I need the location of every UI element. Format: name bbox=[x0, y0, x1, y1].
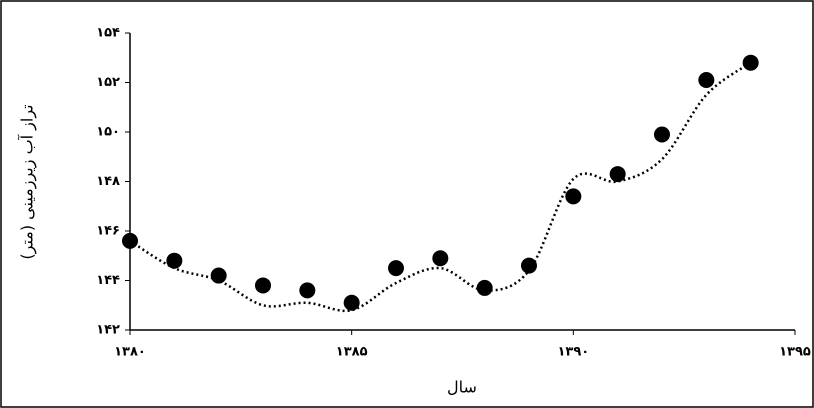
data-point bbox=[565, 188, 582, 205]
y-tick-label: ۱۵۲ bbox=[96, 75, 120, 90]
data-point bbox=[476, 279, 493, 296]
y-tick-label: ۱۴۶ bbox=[96, 224, 120, 239]
y-tick-label: ۱۴۲ bbox=[96, 323, 120, 338]
data-point bbox=[609, 166, 626, 183]
x-tick-label: ۱۳۹۵ bbox=[779, 345, 811, 360]
data-point bbox=[210, 267, 227, 284]
x-axis-title: سال bbox=[447, 378, 477, 397]
data-point bbox=[654, 126, 670, 143]
data-point bbox=[432, 250, 449, 267]
data-point bbox=[299, 282, 316, 299]
y-tick-label: ۱۵۰ bbox=[96, 125, 120, 140]
y-axis-title: تراز آب زیرزمینی (متر) bbox=[18, 104, 38, 259]
x-tick-label: ۱۳۸۰ bbox=[114, 345, 146, 360]
data-point bbox=[698, 72, 715, 89]
data-point bbox=[388, 260, 404, 277]
x-tick-label: ۱۳۹۰ bbox=[557, 345, 589, 360]
data-point bbox=[122, 232, 138, 249]
data-point bbox=[343, 294, 360, 311]
y-tick-label: ۱۵۴ bbox=[96, 26, 120, 41]
y-tick-label: ۱۴۸ bbox=[96, 174, 120, 189]
data-point bbox=[255, 277, 271, 294]
data-point bbox=[521, 257, 537, 274]
y-tick-label: ۱۴۴ bbox=[96, 273, 120, 288]
data-point bbox=[166, 252, 183, 269]
x-tick-label: ۱۳۸۵ bbox=[336, 345, 368, 360]
data-point bbox=[742, 54, 759, 71]
